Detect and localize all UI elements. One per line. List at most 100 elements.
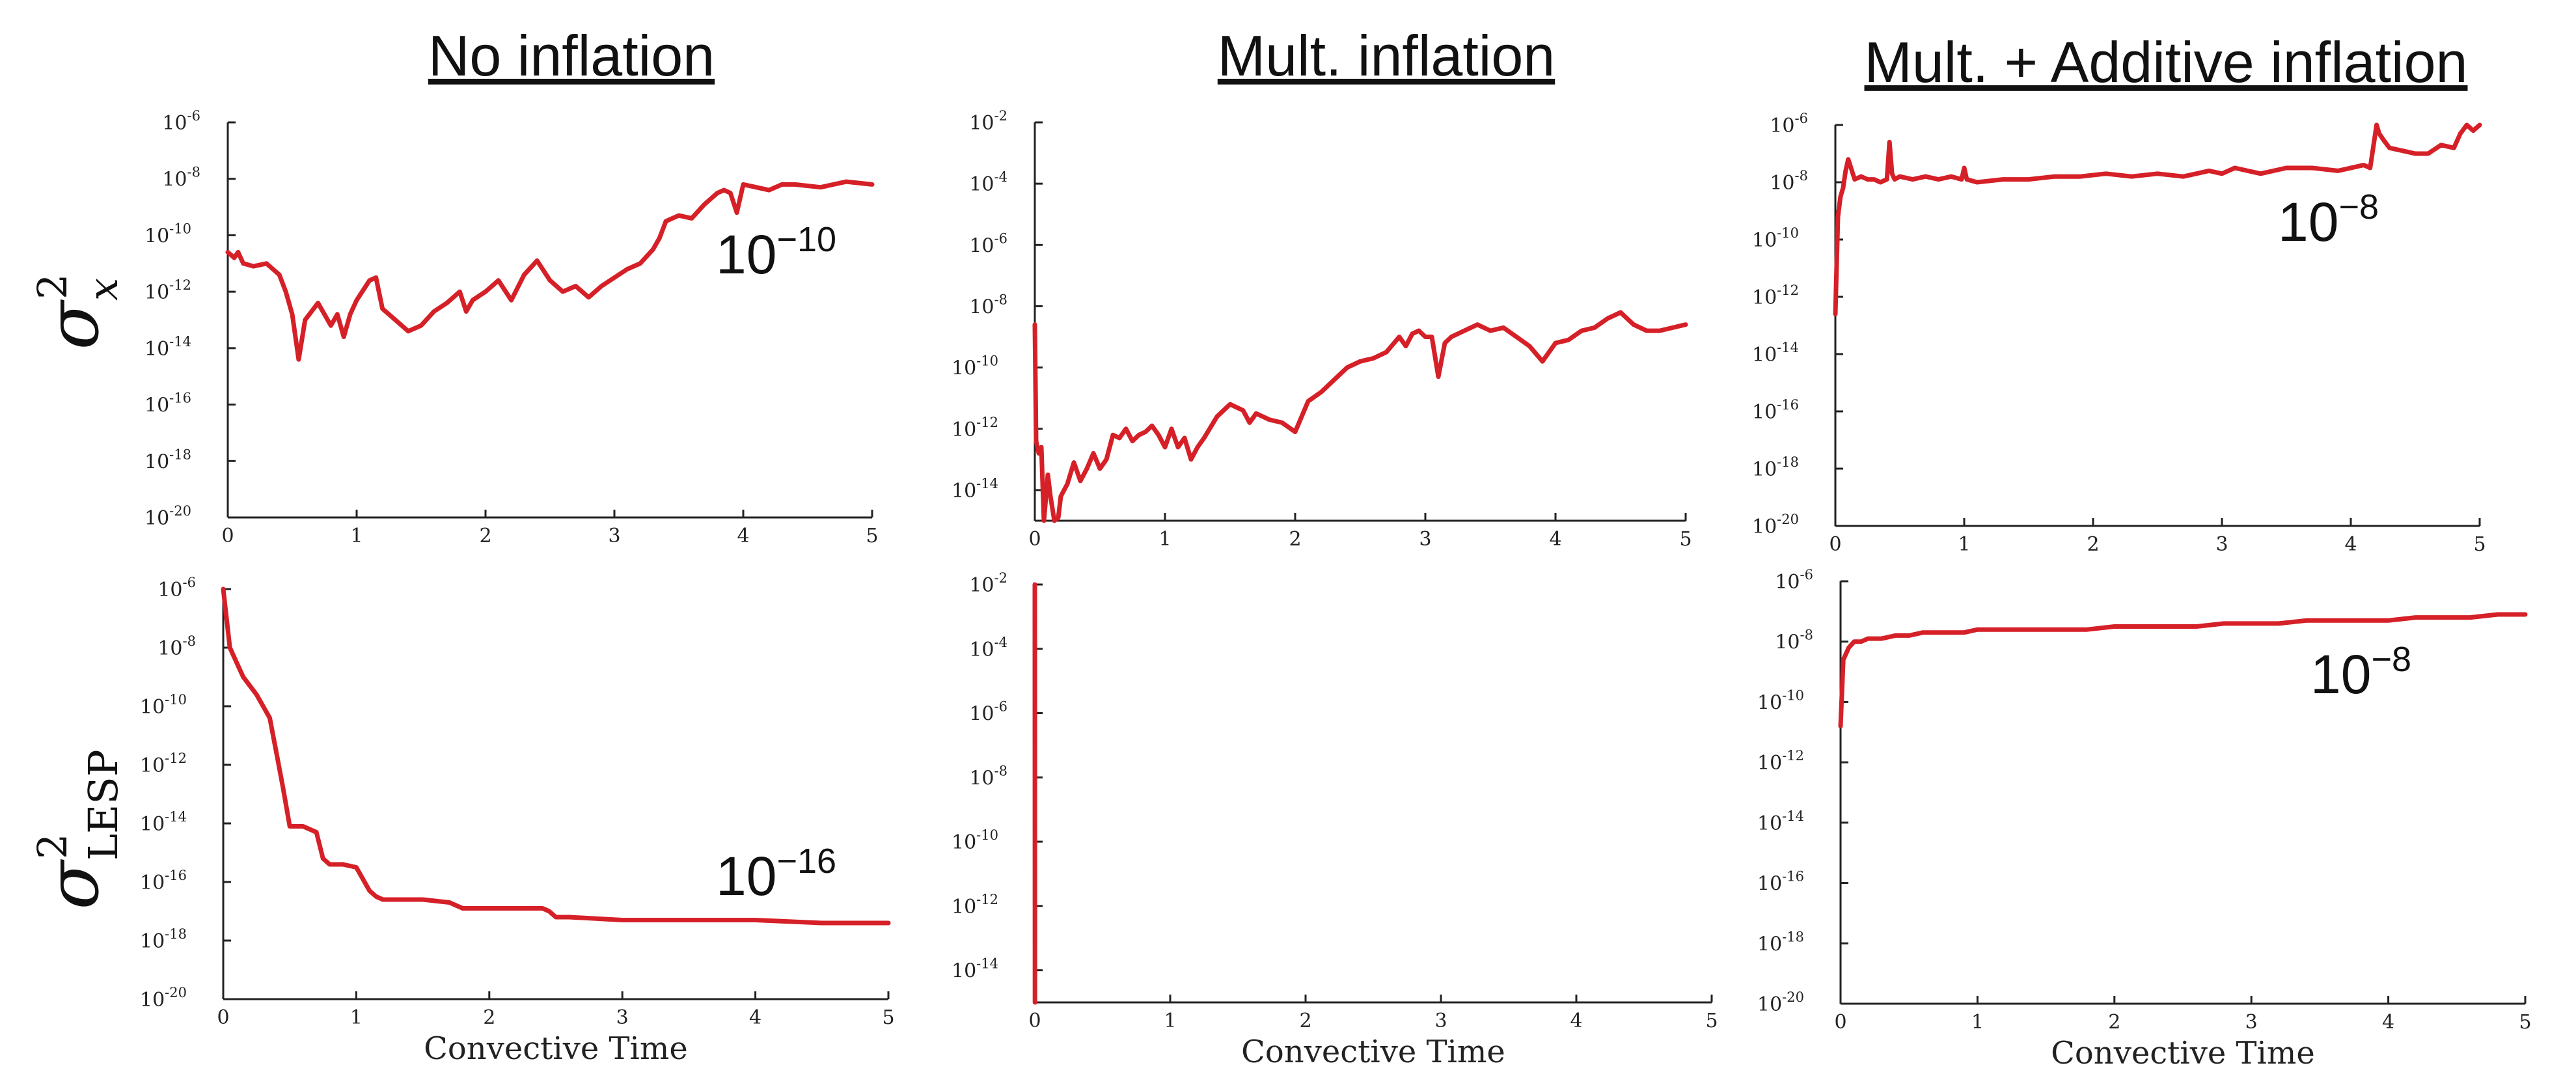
y-tick-label: 10-20: [140, 985, 187, 1012]
column-title-no-inflation: No inflation: [428, 23, 715, 88]
row-label-sigma-lesp: σ 2 LESP: [29, 749, 127, 909]
y-tick-label: 10-6: [162, 108, 200, 135]
panel-p21: 0 1 2 3 4 5 10-20 10-18 10-16 10-14 10-12 10-10 10-8…: [140, 575, 895, 1067]
y-tick-label: 10-14: [952, 476, 998, 503]
x-tick-label: 0: [1028, 1010, 1041, 1032]
x-tick-label: 2: [2108, 1011, 2120, 1034]
x-tick-label: 1: [350, 525, 363, 547]
y-tick-label: 10-4: [969, 635, 1007, 661]
annotation-label: 10−8: [2310, 640, 2411, 705]
x-tick-label: 2: [479, 525, 491, 547]
column-title-mult-additive-inflation: Mult. + Additive inflation: [1865, 30, 2468, 94]
y-tick-label: 10-14: [1752, 340, 1799, 366]
y-tick-label: 10-6: [1775, 567, 1813, 594]
row-label-symbol: σ: [31, 299, 115, 350]
annotation-label: 10−16: [716, 842, 836, 907]
y-tick-label: 10-8: [969, 763, 1007, 790]
y-tick-label: 10-10: [144, 221, 191, 247]
y-tick-label: 10-18: [1757, 929, 1804, 956]
panel-p11: 0 1 2 3 4 5 10-20 10-18 10-16 10-14 10-12 10-10 10-8…: [144, 108, 879, 547]
y-tick-label: 10-20: [1757, 989, 1804, 1016]
y-tick-label: 10-18: [140, 926, 187, 953]
y-tick-label: 10-6: [1770, 111, 1808, 137]
y-tick-label: 10-20: [144, 503, 191, 530]
x-tick-label: 4: [1570, 1010, 1582, 1032]
x-tick-label: 1: [1971, 1011, 1984, 1034]
y-tick-label: 10-14: [1757, 808, 1804, 835]
x-tick-label: 1: [1958, 533, 1970, 556]
x-tick-label: 2: [1299, 1010, 1311, 1032]
panel-p22: 0 1 2 3 4 5 10-14 10-12 10-10 10-8 10-6 10-4 10-2 Con…: [952, 570, 1718, 1070]
y-tick-label: 10-14: [952, 956, 998, 983]
y-tick-label: 10-12: [1757, 748, 1804, 775]
x-tick-label: 5: [1705, 1010, 1718, 1032]
x-axis-label: Convective Time: [2051, 1035, 2315, 1071]
x-tick-label: 0: [1028, 528, 1041, 551]
x-tick-label: 3: [608, 525, 620, 547]
y-tick-label: 10-18: [144, 447, 191, 473]
x-tick-label: 2: [2087, 533, 2099, 556]
row-label-subscript: LESP: [79, 749, 127, 861]
x-tick-label: 3: [2215, 533, 2228, 556]
y-tick-label: 10-12: [952, 892, 998, 918]
y-tick-label: 10-12: [1752, 282, 1799, 309]
y-tick-label: 10-12: [140, 750, 187, 777]
x-tick-label: 0: [217, 1006, 229, 1029]
y-tick-label: 10-8: [1775, 627, 1813, 654]
y-tick-label: 10-18: [1752, 454, 1799, 481]
row-label-sigma-x: σ 2 x: [29, 274, 127, 350]
panel-p12: 0 1 2 3 4 5 10-14 10-12 10-10 10-8 10-6 10-4 10-2: [952, 108, 1692, 551]
y-tick-label: 10-10: [1752, 225, 1799, 252]
y-tick-label: 10-10: [952, 827, 998, 854]
series-line-p11: [225, 179, 875, 362]
x-tick-label: 4: [2344, 533, 2357, 556]
x-tick-label: 5: [882, 1006, 894, 1029]
y-tick-label: 10-8: [1770, 168, 1808, 195]
y-tick-label: 10-12: [144, 277, 191, 304]
row-label-subscript: x: [79, 278, 127, 301]
panel-p13: 0 1 2 3 4 5 10-20 10-18 10-16 10-14 10-12 10-10 10-8…: [1752, 111, 2486, 556]
y-tick-label: 10-8: [158, 633, 196, 660]
x-tick-label: 0: [1834, 1011, 1846, 1034]
y-tick-label: 10-10: [1757, 687, 1804, 714]
x-tick-label: 5: [2473, 533, 2486, 556]
series-line-p12: [1032, 310, 1688, 523]
x-tick-label: 4: [1549, 528, 1561, 551]
y-tick-label: 10-16: [1757, 869, 1804, 896]
x-tick-label: 0: [221, 525, 234, 547]
y-tick-label: 10-16: [144, 391, 191, 417]
x-tick-label: 0: [1829, 533, 1841, 556]
x-tick-label: 1: [350, 1006, 363, 1029]
x-tick-label: 1: [1158, 528, 1171, 551]
y-tick-label: 10-8: [162, 165, 200, 191]
series-line-p23: [1838, 612, 2528, 728]
row-label-symbol: σ: [31, 859, 115, 910]
x-tick-label: 5: [2519, 1011, 2531, 1034]
x-tick-label: 1: [1164, 1010, 1176, 1032]
y-tick-label: 10-10: [140, 692, 187, 719]
x-tick-label: 3: [1434, 1010, 1447, 1032]
column-title-mult-inflation: Mult. inflation: [1218, 23, 1555, 88]
y-tick-label: 10-16: [140, 868, 187, 894]
annotation-label: 10−10: [716, 220, 836, 285]
x-tick-label: 5: [866, 525, 878, 547]
y-tick-label: 10-16: [1752, 397, 1799, 424]
y-tick-label: 10-14: [144, 334, 191, 361]
x-tick-label: 3: [616, 1006, 629, 1029]
x-tick-label: 2: [1289, 528, 1301, 551]
y-tick-label: 10-8: [969, 292, 1007, 318]
y-tick-label: 10-2: [969, 108, 1007, 135]
series-line-p21: [221, 586, 891, 926]
x-tick-label: 4: [737, 525, 749, 547]
x-tick-label: 3: [2245, 1011, 2258, 1034]
y-tick-label: 10-6: [158, 575, 196, 601]
x-tick-label: 4: [2382, 1011, 2394, 1034]
panel-p23: 0 1 2 3 4 5 10-20 10-18 10-16 10-14 10-12 10-10 10-8…: [1757, 567, 2532, 1071]
x-tick-label: 5: [1679, 528, 1692, 551]
annotation-label: 10−8: [2278, 187, 2379, 253]
x-tick-label: 2: [483, 1006, 495, 1029]
panels: 0 1 2 3 4 510-2010-1810-1610-1410-1210-1010-8…: [140, 108, 2532, 1071]
x-tick-label: 4: [749, 1006, 761, 1029]
y-tick-label: 10-4: [969, 169, 1007, 196]
